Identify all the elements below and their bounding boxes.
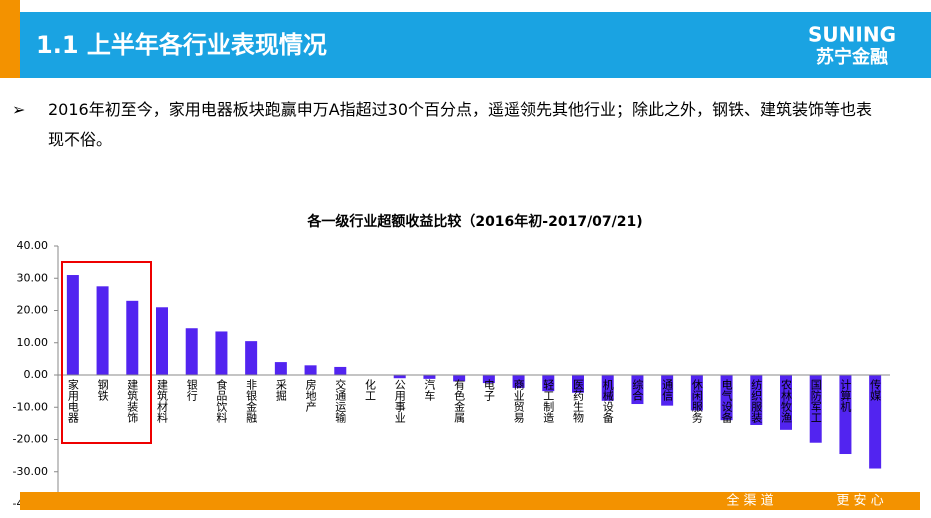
x-tick-label: 非银金融 [245, 379, 258, 424]
bar [185, 328, 198, 375]
x-tick-label: 房地产 [304, 379, 317, 413]
x-tick-label: 计算机 [839, 379, 852, 412]
bar [274, 362, 287, 375]
logo-en: SUNING [808, 23, 896, 47]
x-tick-label: 化工 [364, 378, 377, 401]
accent [0, 0, 20, 78]
bar [304, 365, 317, 375]
x-tick-label: 公用事业 [393, 379, 406, 423]
x-tick-label: 通信 [661, 379, 674, 402]
chart-title: 各一级行业超额收益比较（2016年初-2017/07/21) [306, 213, 642, 230]
bar [453, 375, 466, 382]
bar [126, 300, 139, 375]
bar [423, 375, 436, 379]
header-band [20, 12, 931, 78]
bar [690, 375, 703, 411]
y-tick-label: -20.00 [13, 433, 48, 446]
header-title: 1.1 上半年各行业表现情况 [36, 31, 327, 59]
x-tick-label: 银行 [185, 378, 198, 402]
bar [156, 307, 168, 375]
bar [661, 375, 674, 406]
logo-cn: 苏宁金融 [816, 46, 888, 68]
bullet-text: 2016年初至今，家用电器板块跑赢申万A指超过30个百分点，遥遥领先其他行业；除… [48, 100, 873, 149]
x-tick-label: 医药生物 [572, 379, 585, 423]
y-tick-label: 40.00 [17, 239, 49, 252]
x-tick-label: 电子 [482, 379, 495, 401]
footer-right: 更 安 心 [836, 494, 883, 509]
x-tick-label: 食品饮料 [215, 378, 228, 424]
x-tick-label: 汽车 [423, 378, 436, 402]
x-tick-label: 纺织服装 [750, 378, 763, 424]
x-tick-label: 国防军工 [809, 379, 822, 423]
bar [869, 375, 882, 469]
x-tick-label: 休闲服务 [690, 379, 703, 423]
bar [66, 275, 79, 375]
bar [334, 366, 347, 375]
x-tick-label: 农林牧渔 [780, 378, 793, 424]
bar [601, 375, 614, 401]
bar [245, 341, 258, 375]
footer-band [20, 492, 920, 510]
bar [542, 375, 555, 392]
x-tick-label: 交通运输 [334, 378, 347, 424]
x-tick-label: 钢铁 [96, 379, 109, 401]
x-tick-label: 轻工制造 [542, 378, 555, 423]
plot: -40.00-30.00-20.00-10.000.0010.0020.0030… [13, 239, 890, 510]
bar [572, 375, 584, 393]
x-tick-label: 传媒 [869, 379, 882, 402]
x-tick-label: 采掘 [274, 379, 287, 402]
bar [482, 375, 495, 384]
bar [809, 375, 822, 443]
bullet-marker: ➢ [12, 100, 26, 119]
y-tick-label: 30.00 [17, 271, 49, 284]
y-tick-label: 20.00 [17, 304, 49, 317]
y-tick-label: -30.00 [13, 465, 48, 478]
bar [780, 375, 792, 430]
y-tick-label: 0.00 [24, 368, 49, 381]
y-tick-label: -10.00 [13, 400, 48, 413]
x-tick-label: 有色金属 [453, 378, 466, 424]
y-tick-label: 10.00 [17, 336, 49, 349]
bar [631, 375, 644, 405]
highlight-box [61, 261, 152, 444]
x-tick-label: 电气设备 [720, 379, 733, 424]
bar [720, 375, 733, 421]
x-tick-label: 建筑装饰 [126, 378, 139, 423]
footer-left: 全 渠 道 [726, 493, 773, 509]
bar [96, 286, 109, 375]
x-tick-label: 建筑材料 [156, 378, 169, 424]
bar [393, 375, 406, 379]
bar [215, 331, 228, 375]
x-tick-label: 综合 [631, 378, 644, 401]
bar [750, 375, 763, 425]
bar [839, 375, 852, 455]
x-tick-label: 家用电器 [66, 378, 79, 424]
x-tick-label: 机械设备 [601, 378, 614, 424]
x-tick-label: 商业贸易 [512, 378, 525, 424]
bar [512, 375, 525, 388]
